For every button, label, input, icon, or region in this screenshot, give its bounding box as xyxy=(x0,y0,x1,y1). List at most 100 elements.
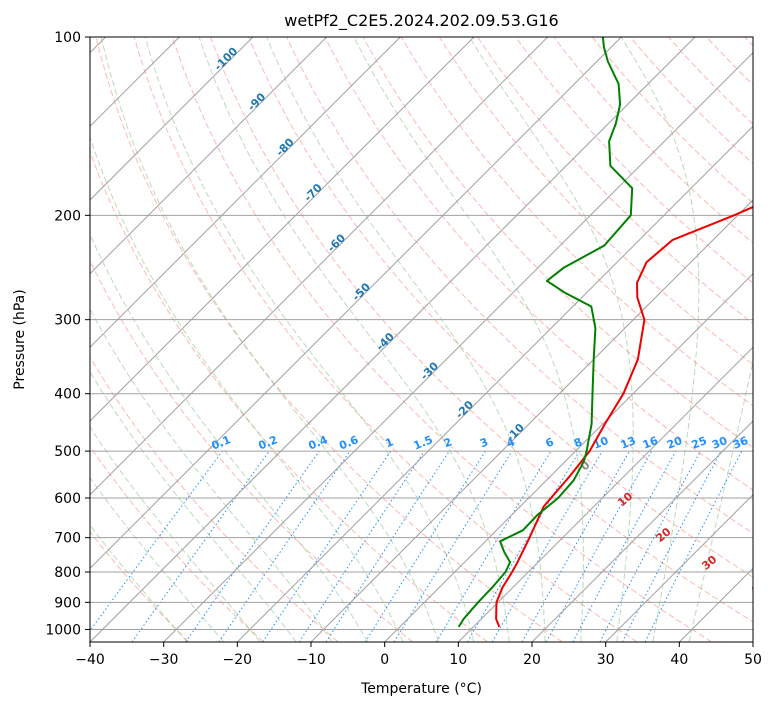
mixing-ratio-label: 1.5 xyxy=(412,433,435,452)
y-tick-label: 100 xyxy=(54,30,81,46)
y-tick-label: 800 xyxy=(54,565,81,581)
dry-adiabat xyxy=(400,37,753,407)
isotherm-line xyxy=(384,272,753,642)
mixing-ratio-line xyxy=(521,450,630,642)
mixing-ratio-line xyxy=(298,450,425,642)
x-tick-label: 10 xyxy=(449,652,467,668)
profile-lines xyxy=(457,37,753,628)
moist-adiabat xyxy=(90,426,261,642)
mixing-ratio-line xyxy=(545,450,653,642)
y-tick-label: 400 xyxy=(54,387,81,403)
isotherm-line xyxy=(90,37,696,642)
dry-adiabat xyxy=(515,37,753,284)
isotherm-line xyxy=(90,37,401,349)
mixing-ratio-labels: 0.1 0.2 0.4 0.6 1 1.5 2 3 4 6 8 10 13 16 20 25 30 36 xyxy=(210,433,751,452)
moist-adiabat-label: 10 xyxy=(615,489,635,509)
x-tick-label: 30 xyxy=(597,652,615,668)
y-axis-label: Pressure (hPa) xyxy=(12,289,28,389)
isotherm-label: -100 xyxy=(212,44,241,73)
moist-adiabat xyxy=(90,476,225,642)
isotherm-label: -70 xyxy=(302,181,325,204)
dry-adiabat xyxy=(133,37,638,642)
isotherm-line xyxy=(90,37,328,275)
temperature-profile xyxy=(495,205,753,628)
isotherm-label: -90 xyxy=(245,90,268,113)
isotherm-line xyxy=(236,125,753,642)
plot-frame xyxy=(89,36,754,643)
mixing-ratio-label: 16 xyxy=(641,434,660,452)
dry-adiabat xyxy=(90,531,190,642)
dry-adiabat xyxy=(591,37,753,204)
mixing-ratio-line xyxy=(90,450,223,632)
moist-adiabat xyxy=(353,37,584,642)
dewpoint-profile xyxy=(457,37,634,628)
isotherm-line xyxy=(310,199,753,642)
y-tick-label: 700 xyxy=(54,531,81,547)
isotherm-line xyxy=(457,346,753,642)
chart-title: wetPf2_C2E5.2024.202.09.53.G16 xyxy=(284,11,558,31)
mixing-ratio-line xyxy=(185,450,320,642)
moist-adiabat xyxy=(100,37,439,642)
moist-adiabat-label: 30 xyxy=(699,553,719,573)
mixing-ratio-label: 13 xyxy=(619,434,638,452)
dry-adiabat xyxy=(90,259,414,642)
isotherm-line xyxy=(90,37,549,496)
isotherm-label: -40 xyxy=(374,330,397,353)
moist-adiabat-label: 40 xyxy=(748,578,768,598)
dry-adiabat xyxy=(706,37,753,86)
mixing-ratio-label: 0.6 xyxy=(337,433,360,452)
isotherm-line xyxy=(752,641,753,642)
x-tick-label: −20 xyxy=(223,652,253,668)
mixing-ratio-label: 36 xyxy=(731,434,750,452)
mixing-ratio-line xyxy=(435,450,552,642)
moist-adiabat xyxy=(620,37,700,642)
mixing-ratio-label: 1 xyxy=(383,435,395,450)
moist-adiabat xyxy=(688,358,753,642)
isotherm-line xyxy=(531,420,753,642)
x-tick-label: −30 xyxy=(149,652,179,668)
mixing-ratio-label: 0.2 xyxy=(256,433,279,452)
moist-adiabat xyxy=(469,37,634,642)
isotherm-line xyxy=(678,567,753,642)
moist-adiabat xyxy=(90,370,297,642)
moist-adiabat xyxy=(90,232,369,642)
y-tick-label: 600 xyxy=(54,491,81,507)
x-axis: −40 −30 −20 −10 0 10 20 30 40 50 xyxy=(75,642,762,668)
isotherm-label: -20 xyxy=(453,398,476,421)
isotherm-label: -50 xyxy=(350,280,373,303)
moist-adiabat xyxy=(90,308,333,642)
x-tick-label: −40 xyxy=(75,652,105,668)
dry-adiabat xyxy=(553,37,753,244)
dry-adiabat xyxy=(668,37,753,125)
x-tick-label: 40 xyxy=(670,652,688,668)
isotherm-line xyxy=(163,51,753,642)
dry-adiabat xyxy=(90,150,488,642)
mixing-ratio-line xyxy=(644,450,743,642)
mixing-ratio-line xyxy=(599,450,701,642)
moist-adiabat xyxy=(198,37,510,642)
x-tick-label: −10 xyxy=(296,652,326,668)
isotherm-line xyxy=(90,37,622,570)
x-tick-label: 20 xyxy=(523,652,541,668)
mixing-ratio-line xyxy=(131,450,270,642)
mixing-ratio-label: 2 xyxy=(442,435,454,450)
mixing-ratio-label: 8 xyxy=(572,435,584,450)
dry-adiabat xyxy=(95,37,563,642)
dry-adiabat xyxy=(438,37,753,366)
mixing-ratio-label: 3 xyxy=(478,435,490,450)
mixing-ratio-label: 30 xyxy=(710,434,729,452)
moist-adiabat xyxy=(90,135,404,642)
isotherm-line xyxy=(90,37,254,201)
y-tick-label: 200 xyxy=(54,208,81,224)
mixing-ratio-label: 25 xyxy=(690,434,709,452)
mixing-ratio-line xyxy=(262,450,392,642)
mixing-ratio-label: 0.4 xyxy=(306,433,329,452)
x-axis-label: Temperature (°C) xyxy=(360,681,482,697)
isotherm-line xyxy=(605,493,753,642)
moist-adiabat xyxy=(266,37,546,642)
y-tick-label: 900 xyxy=(54,595,81,611)
isotherm-line xyxy=(90,37,475,422)
x-tick-label: 0 xyxy=(380,652,389,668)
x-tick-label: 50 xyxy=(744,652,762,668)
